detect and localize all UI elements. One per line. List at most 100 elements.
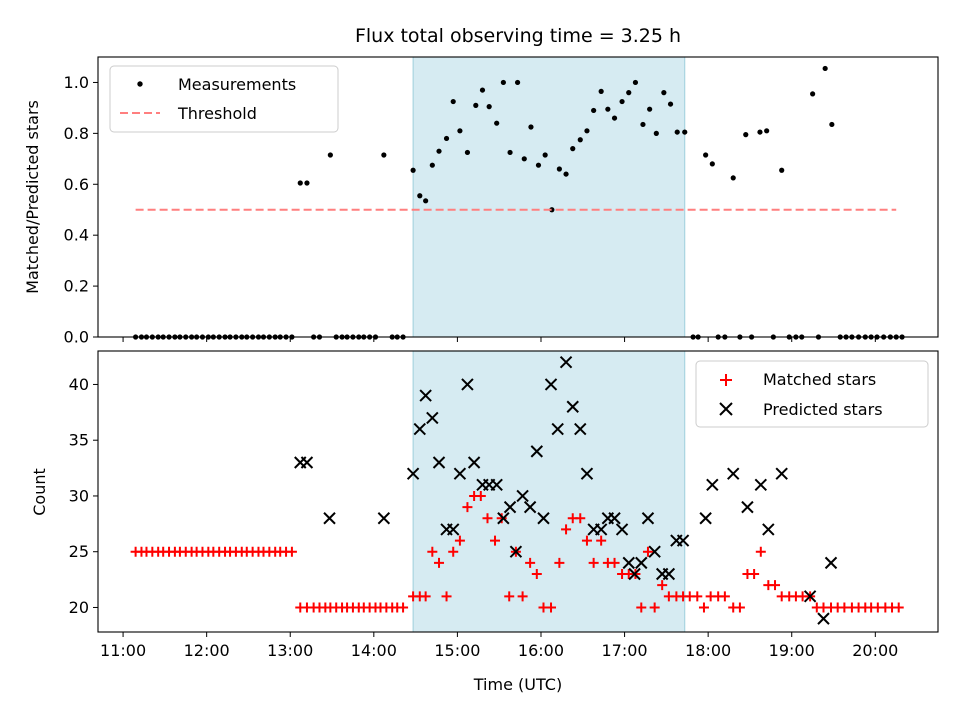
top-series-measurements-point-81 [653,130,659,136]
bottom-series-predicted-stars-point-24 [544,378,558,391]
bottom-series-matched-stars-point-56 [462,502,473,513]
top-series-measurements-point-88 [703,152,709,158]
top-series-measurements-point-75 [611,115,618,121]
top-shaded-interval [412,56,686,338]
bottom-series-matched-stars-point-93 [719,591,730,602]
top-series-measurements-point-57 [486,104,492,110]
bottom-legend-box [695,360,929,428]
bottom-series-matched-stars-point-83 [649,602,660,613]
bottom-series-matched-stars-point-98 [755,546,766,557]
bottom-series-matched-stars-point-62 [504,591,515,602]
bottom-series-matched-stars-point-75 [596,535,607,546]
top-series-measurements-point-49 [429,162,435,168]
bottom-series-predicted-stars-point-20 [516,489,529,503]
top-legend-box [109,65,339,133]
bottom-series-matched-stars-point-84 [657,580,668,591]
bottom-series-matched-stars-point-65 [525,557,536,568]
bottom-xtick-label-9: 20:00 [852,641,898,660]
top-series-measurements-point-103 [810,91,816,97]
chart-title: Flux total observing time = 3.25 h [355,25,681,47]
bottom-series-matched-stars-point-77 [609,557,620,568]
top-series-measurements-point-59 [500,79,506,86]
legend-predicted-marker [719,402,733,416]
top-ytick-label-3: 0.6 [64,175,89,194]
top-series-measurements-point-51 [443,135,450,142]
bottom-series-matched-stars-point-100 [770,580,781,591]
bottom-series-predicted-stars-point-49 [762,523,775,536]
top-series-measurements-point-83 [667,101,674,107]
top-series-measurements-point-79 [640,121,646,128]
bottom-series-predicted-stars-point-52 [817,612,830,625]
top-series-measurements-point-74 [605,106,611,112]
bottom-series-matched-stars-point-70 [561,524,572,535]
top-series-measurements-point-66 [549,207,555,213]
bottom-series-predicted-stars-point-5 [413,422,426,436]
bottom-ytick-label-2: 30 [69,486,89,505]
top-series-measurements-point-94 [743,132,749,138]
bottom-series-matched-stars-point-60 [490,535,501,546]
bottom-series-matched-stars-point-64 [517,591,528,602]
bottom-series-matched-stars-point-50 [420,591,431,602]
bottom-series-matched-stars-point-28 [286,546,297,557]
top-series-measurements-point-72 [591,107,597,114]
bottom-series-matched-stars-point-61 [496,513,507,524]
top-series-measurements-point-84 [674,129,680,135]
top-series-measurements-point-62 [521,156,527,162]
bottom-series-predicted-stars-point-39 [648,545,661,558]
legend-threshold-label: Threshold [177,104,257,123]
top-series-measurements-point-80 [647,106,653,112]
bottom-series-predicted-stars-point-2 [323,512,336,525]
top-series-measurements-point-54 [464,149,471,156]
top-series-measurements-point-96 [757,129,763,135]
bottom-series-matched-stars-point-118 [893,602,904,613]
bottom-series-predicted-stars-point-35 [622,556,635,570]
top-series-measurements-point-30 [304,180,310,186]
bottom-series-predicted-stars-point-1 [300,456,314,469]
top-series-measurements-point-65 [542,152,548,158]
bottom-series-predicted-stars-point-10 [447,523,460,536]
bottom-series-predicted-stars-point-41 [662,567,676,581]
bottom-series-predicted-stars-point-51 [803,590,817,603]
top-series-measurements-point-82 [661,90,667,96]
top-series-measurements-point-55 [473,102,479,108]
top-axes-frame [97,56,939,338]
top-series-measurements-point-42 [381,152,387,158]
bottom-series-matched-stars-point-69 [554,557,565,568]
bottom-series-predicted-stars-point-28 [574,422,587,436]
top-legend: Measurements Threshold [109,65,339,133]
bottom-series-predicted-stars-point-47 [741,500,754,514]
legend-predicted-label: Predicted stars [763,400,883,419]
bottom-series-predicted-stars-point-25 [551,422,564,436]
bottom-series-matched-stars-point-95 [734,602,745,613]
bottom-y-axis-title: Count [30,468,49,516]
bottom-xtick-label-2: 13:00 [267,641,313,660]
top-series-measurements-point-53 [457,128,463,134]
bottom-xtick-label-6: 17:00 [602,641,648,660]
bottom-series-matched-stars-point-55 [454,535,465,546]
bottom-series-matched-stars-point-81 [636,602,647,613]
bottom-series-predicted-stars-point-43 [676,534,690,547]
top-series-measurements-point-67 [556,166,562,172]
top-series-measurements-point-29 [297,180,303,186]
bottom-series-predicted-stars-point-16 [490,478,503,492]
bottom-series-predicted-stars-point-11 [453,467,467,480]
bottom-panel: 20 25 30 35 40 11:00 12:00 13:00 14:00 15:00 16:00… [69,350,939,660]
top-series-measurements-point-58 [494,120,500,126]
x-axis-title: Time (UTC) [473,675,562,694]
bottom-series-predicted-stars-point-26 [559,355,573,369]
bottom-ytick-label-0: 20 [69,598,89,617]
bottom-series-predicted-stars-point-8 [432,456,446,469]
bottom-xtick-label-1: 12:00 [184,641,230,660]
bottom-series-predicted-stars-point-13 [467,456,481,469]
bottom-series-predicted-stars-point-23 [537,512,550,525]
bottom-series-matched-stars-point-73 [581,535,592,546]
bottom-series-matched-stars-point-53 [441,591,452,602]
bottom-series-matched-stars-point-74 [588,557,599,568]
bottom-series-predicted-stars-point-36 [628,567,641,581]
bottom-series-predicted-stars-point-21 [523,500,537,514]
bottom-series-predicted-stars-point-45 [706,478,719,492]
top-ytick-label-0: 0.0 [64,328,89,347]
bottom-xtick-label-8: 19:00 [769,641,815,660]
top-series-measurements-point-52 [450,98,456,105]
